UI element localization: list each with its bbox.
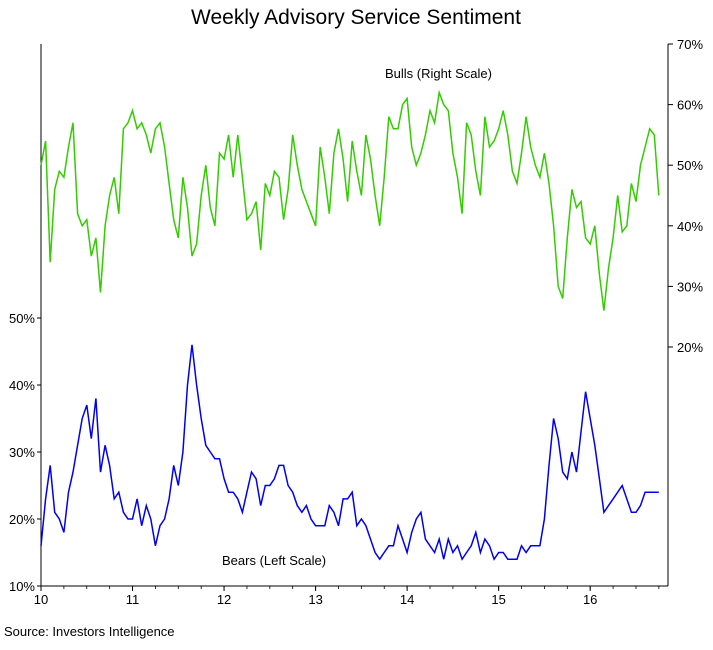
x-tick-label: 10 [34,592,48,607]
left-tick-label: 20% [9,512,35,527]
left-tick-label: 30% [9,445,35,460]
right-tick-label: 60% [677,98,703,113]
bears-line [40,344,659,561]
x-tick-label: 16 [583,592,597,607]
left-tick-label: 40% [9,378,35,393]
bulls-line [40,89,660,311]
left-tick-label: 50% [9,311,35,326]
left-tick-label: 10% [9,579,35,594]
tick-labels-layer: 10 11 12 13 14 15 16 10% 20% 30% 40% 50% 20% 30% 40% 50… [9,37,703,607]
x-tick-label: 13 [308,592,322,607]
right-tick-label: 30% [677,279,703,294]
right-tick-label: 70% [677,37,703,52]
source-note: Source: Investors Intelligence [4,624,175,639]
x-tick-label: 12 [217,592,231,607]
right-tick-label: 50% [677,158,703,173]
x-tick-label: 14 [400,592,414,607]
axes-layer [37,43,673,591]
x-tick-label: 11 [126,592,140,607]
right-tick-label: 20% [677,340,703,355]
bears-label: Bears (Left Scale) [222,553,326,568]
bulls-label: Bulls (Right Scale) [385,66,492,81]
right-tick-label: 40% [677,219,703,234]
chart-title: Weekly Advisory Service Sentiment [191,6,521,29]
x-tick-label: 15 [491,592,505,607]
